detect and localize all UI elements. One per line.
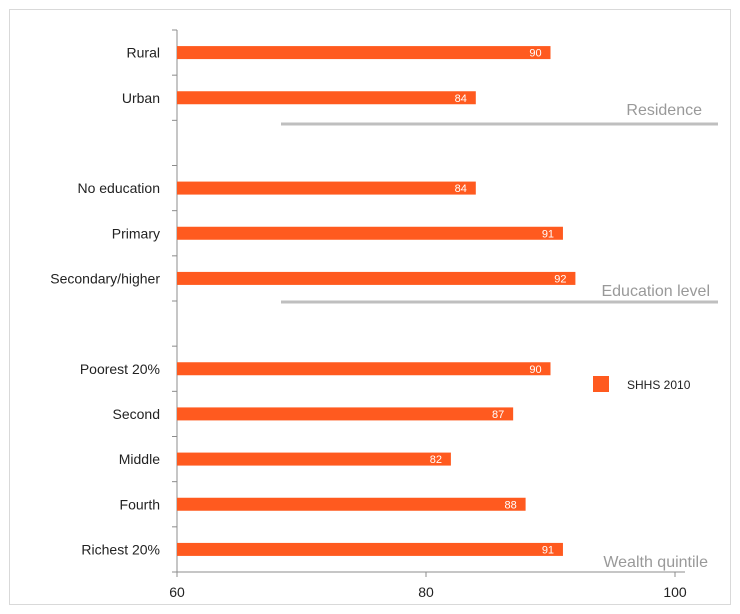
data-label: 91 [542,544,554,556]
data-label: 87 [492,409,504,421]
group-label-wealth: Wealth quintile [603,554,708,571]
bar [177,542,563,556]
category-label: Fourth [120,496,160,512]
group-label-education: Education level [601,283,710,300]
data-label: 88 [504,499,516,511]
category-label: Second [113,406,160,422]
group-label-residence: Residence [626,102,702,119]
bar [177,271,576,285]
data-label: 91 [542,228,554,240]
category-label: Poorest 20% [80,361,160,377]
x-tick-label: 80 [418,584,434,600]
data-label: 84 [455,183,467,195]
x-tick-label: 100 [663,584,687,600]
category-label: Middle [119,451,160,467]
data-label: 92 [554,273,566,285]
bar [177,46,551,60]
data-label: 82 [430,454,442,466]
bar [177,452,451,466]
category-label: No education [77,180,160,196]
category-label: Urban [122,90,160,106]
bar [177,226,563,240]
bar [177,181,476,195]
legend-swatch [593,376,609,392]
x-tick-label: 60 [169,584,185,600]
data-label: 90 [529,48,541,60]
data-label: 84 [455,93,467,105]
bar [177,407,514,421]
category-label: Secondary/higher [50,270,160,286]
bar [177,91,476,105]
category-label: Richest 20% [81,541,160,557]
legend-label: SHHS 2010 [627,378,691,392]
data-label: 90 [529,364,541,376]
category-label: Primary [112,225,160,241]
bar [177,497,526,511]
bar [177,362,551,376]
category-label: Rural [127,45,160,61]
